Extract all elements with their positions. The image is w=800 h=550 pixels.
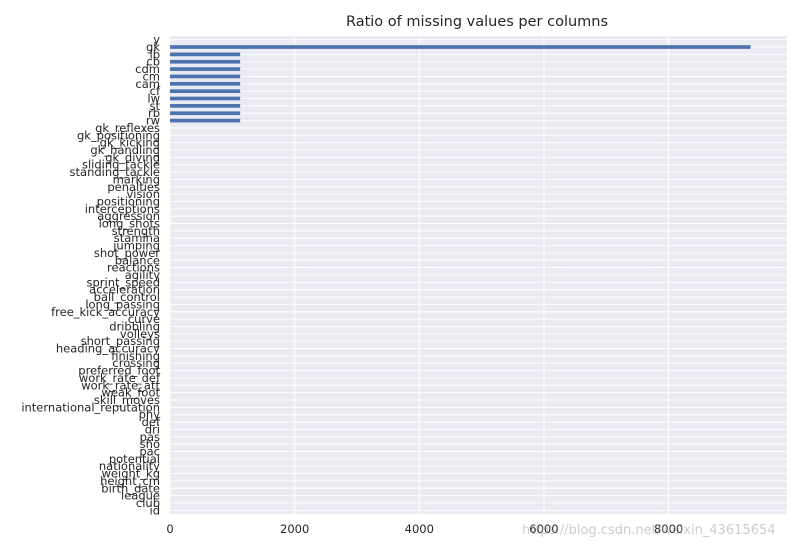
y-tick-label: lb <box>150 47 161 61</box>
y-tick-label: cam <box>135 77 160 91</box>
y-tick-label: ball_control <box>94 290 160 304</box>
y-tick-label: gk_positioning <box>77 128 160 142</box>
y-tick-label: reactions <box>107 261 160 275</box>
y-tick-label: volleys <box>120 327 160 341</box>
x-tick-labels: 0 2000 4000 6000 8000 <box>166 522 683 536</box>
bar-rw <box>170 118 241 123</box>
y-tick-label: pas <box>140 430 160 444</box>
y-tick-label: long_passing <box>85 297 160 311</box>
y-tick-label: rb <box>148 106 160 120</box>
y-tick-label: dri <box>145 422 160 436</box>
y-tick-label: stamina <box>114 231 160 245</box>
y-tick-label: international_reputation <box>21 400 160 414</box>
y-tick-label: y <box>153 33 160 47</box>
y-tick-label: phy <box>139 408 161 422</box>
y-tick-label: club <box>136 496 160 510</box>
y-tick-label: cm <box>142 69 160 83</box>
y-tick-label: marking <box>113 172 160 186</box>
y-tick-label: work_rate_att <box>81 378 160 392</box>
bar-lw <box>170 96 241 101</box>
y-tick-label: sho <box>140 437 160 451</box>
y-tick-label: interceptions <box>85 202 160 216</box>
watermark: https://blog.csdn.net/weixin_43615654 <box>522 523 776 538</box>
y-tick-label: work_rate_def <box>79 371 161 385</box>
y-tick-label: agility <box>125 268 160 282</box>
y-tick-label: heading_accuracy <box>56 342 160 356</box>
bar-cam <box>170 81 241 86</box>
y-tick-label: pac <box>139 444 160 458</box>
gridlines <box>169 36 787 514</box>
bar-rb <box>170 111 241 116</box>
y-tick-label: strength <box>112 224 160 238</box>
y-tick-label: sprint_speed <box>86 275 160 289</box>
y-tick-label: birth_date <box>101 481 160 495</box>
y-tick-label: cb <box>146 55 160 69</box>
y-tick-label: gk_diving <box>105 150 160 164</box>
y-tick-label: crossing <box>112 356 160 370</box>
bar-cb <box>170 59 241 64</box>
x-tick-label: 4000 <box>405 522 434 536</box>
y-tick-label: rw <box>146 114 160 128</box>
y-tick-label: penalties <box>107 180 160 194</box>
y-tick-label: acceleration <box>89 283 160 297</box>
y-tick-label: st <box>149 99 160 113</box>
y-tick-label: sliding_tackle <box>82 158 160 172</box>
y-tick-label: weak_foot <box>101 386 160 400</box>
y-tick-label: id <box>150 503 161 517</box>
y-tick-label: standing_tackle <box>70 165 160 179</box>
y-tick-label: short_passing <box>81 334 160 348</box>
y-tick-label: weight_kg <box>102 467 160 481</box>
y-tick-label: def <box>142 415 161 429</box>
y-tick-label: curve <box>128 312 160 326</box>
x-tick-label: 8000 <box>654 522 683 536</box>
y-tick-label: preferred_foot <box>78 364 160 378</box>
y-tick-label: cdm <box>135 62 160 76</box>
chart-title: Ratio of missing values per columns <box>346 14 608 30</box>
bar-cdm <box>170 67 241 71</box>
y-tick-label: height_cm <box>100 474 160 488</box>
y-tick-label: potential <box>109 452 160 466</box>
y-tick-label: skill_moves <box>94 393 160 407</box>
bar-cf <box>170 89 241 93</box>
y-tick-label: nationality <box>99 459 160 473</box>
y-tick-labels: idclubleaguebirth_dateheight_cmweight_kg… <box>21 33 161 518</box>
x-tick-label: 0 <box>166 522 173 536</box>
y-tick-label: positioning <box>97 194 160 208</box>
y-tick-label: long_shots <box>99 217 160 231</box>
y-tick-label: vision <box>126 187 160 201</box>
y-tick-label: finishing <box>111 349 160 363</box>
bars <box>170 45 751 123</box>
y-tick-label: gk_kicking <box>100 136 160 150</box>
bar-lb <box>170 52 241 57</box>
y-tick-label: gk_reflexes <box>95 121 160 135</box>
y-tick-label: free_kick_accuracy <box>51 305 160 319</box>
bar-gk <box>170 45 751 49</box>
y-tick-label: cf <box>150 84 161 98</box>
y-tick-label: balance <box>115 253 160 267</box>
bar-st <box>170 104 241 108</box>
y-tick-label: aggression <box>97 209 160 223</box>
x-tick-label: 6000 <box>529 522 558 536</box>
y-tick-label: gk <box>146 40 160 54</box>
y-tick-label: league <box>121 489 160 503</box>
y-tick-label: lw <box>147 92 160 106</box>
y-tick-label: jumping <box>112 239 160 253</box>
y-tick-label: dribbling <box>109 319 160 333</box>
y-tick-label: gk_handling <box>90 143 160 157</box>
x-tick-label: 2000 <box>280 522 309 536</box>
bar-cm <box>170 74 241 79</box>
y-tick-label: shot_power <box>94 246 160 260</box>
